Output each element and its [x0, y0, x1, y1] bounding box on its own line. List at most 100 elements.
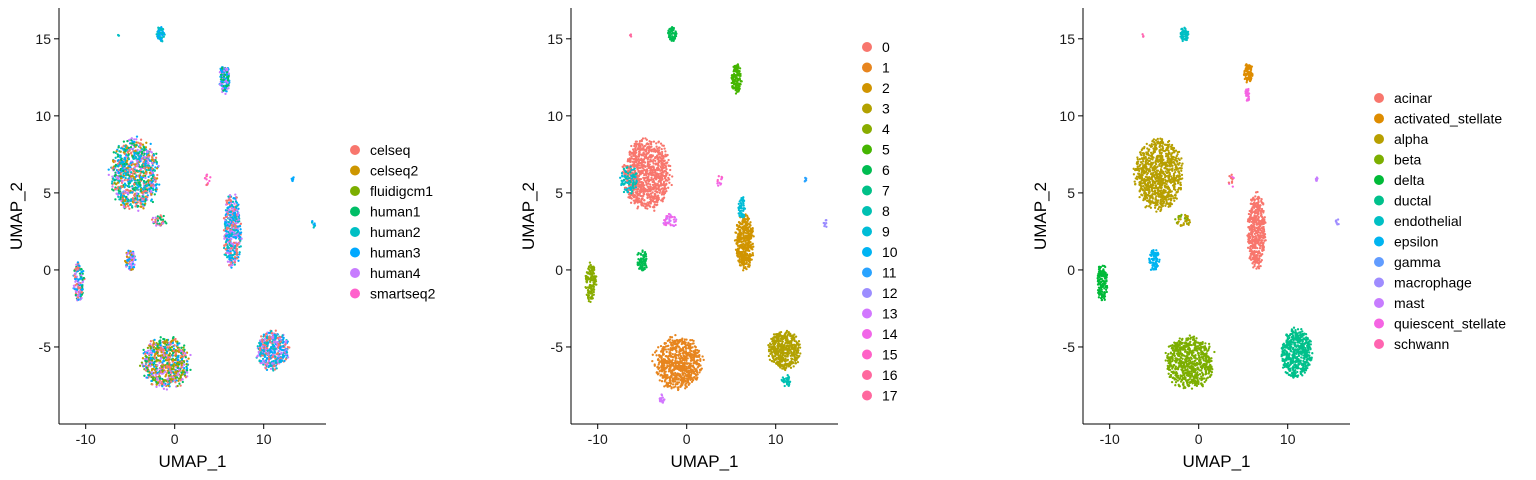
data-point [138, 165, 141, 168]
data-point [272, 345, 276, 348]
data-point [635, 196, 638, 199]
data-point [639, 200, 643, 204]
data-point [150, 353, 153, 357]
data-point [643, 161, 646, 164]
data-point [131, 184, 134, 188]
data-point [237, 218, 240, 221]
legend-swatch [350, 145, 360, 155]
data-point [165, 373, 168, 376]
data-point [129, 203, 132, 206]
data-point [235, 247, 239, 251]
data-point [125, 188, 128, 192]
data-point [161, 363, 164, 366]
data-point [648, 160, 651, 163]
data-point [657, 161, 661, 164]
data-point [629, 170, 632, 174]
data-point [143, 374, 146, 377]
data-point [278, 337, 281, 341]
data-point [269, 340, 272, 344]
data-point [664, 373, 667, 376]
data-point [666, 376, 669, 379]
data-point [664, 190, 667, 193]
data-point [129, 166, 132, 169]
data-point [152, 154, 156, 157]
data-point [139, 154, 143, 158]
data-point [651, 160, 654, 163]
data-point [133, 163, 137, 166]
data-point [205, 183, 209, 186]
data-point [651, 353, 654, 356]
data-point [234, 224, 237, 227]
data-point [145, 360, 148, 363]
data-point [696, 355, 700, 358]
data-point [177, 347, 181, 351]
data-point [789, 366, 793, 369]
data-point [264, 359, 268, 362]
data-point [655, 142, 658, 145]
data-point [671, 361, 674, 364]
cluster-1 [138, 336, 192, 391]
data-point [135, 169, 138, 172]
data-point [181, 352, 185, 355]
data-point [667, 164, 671, 167]
data-point [695, 378, 698, 381]
cluster-3 [767, 329, 802, 372]
data-point [158, 183, 161, 186]
data-point [626, 160, 629, 163]
data-point [130, 167, 133, 171]
data-point [638, 181, 641, 184]
panel-batch: -10 0 10-5051015UMAP_1UMAP_2celseqcelseq2f… [7, 8, 436, 471]
legend-swatch [350, 227, 360, 237]
data-point [663, 184, 666, 187]
data-point [226, 251, 230, 254]
data-point [645, 171, 648, 174]
data-point [180, 363, 183, 367]
data-point [237, 259, 240, 262]
data-point [697, 365, 700, 368]
data-point [133, 194, 136, 197]
data-point [626, 190, 629, 193]
data-point [651, 171, 654, 175]
data-point [145, 168, 149, 172]
data-point [138, 364, 142, 367]
data-point [209, 176, 212, 179]
data-point [227, 206, 230, 209]
data-point [223, 86, 227, 89]
data-point [174, 376, 177, 380]
data-point [636, 163, 640, 166]
data-point [620, 183, 623, 187]
data-point [266, 357, 269, 360]
data-point [158, 29, 161, 32]
data-point [691, 369, 694, 372]
data-point [682, 381, 685, 384]
data-point [140, 361, 144, 364]
data-point [125, 265, 128, 268]
data-point [234, 226, 237, 229]
data-point [170, 380, 173, 383]
data-point [699, 364, 702, 367]
data-point [646, 152, 650, 155]
data-point [186, 360, 189, 363]
data-point [282, 349, 285, 352]
data-point [131, 260, 134, 264]
data-point [140, 150, 144, 153]
data-point [653, 194, 656, 198]
data-point [145, 376, 149, 379]
data-point [682, 349, 685, 352]
data-point [134, 205, 137, 208]
data-point [226, 76, 230, 79]
data-point [127, 153, 130, 156]
data-point [158, 377, 162, 380]
data-point [155, 152, 158, 155]
data-point [234, 200, 238, 203]
data-point [639, 190, 642, 193]
data-point [670, 387, 673, 390]
data-point [158, 375, 161, 378]
data-point [163, 342, 167, 345]
data-point [139, 188, 143, 191]
data-point [158, 384, 161, 387]
data-point [667, 370, 671, 373]
data-point [124, 177, 127, 180]
data-point [127, 157, 131, 161]
data-point [665, 350, 668, 354]
